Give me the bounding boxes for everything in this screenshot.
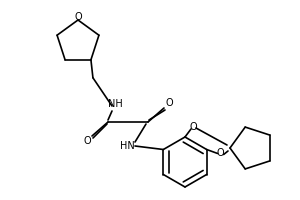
Text: HN: HN xyxy=(120,141,134,151)
Text: NH: NH xyxy=(108,99,122,109)
Text: O: O xyxy=(83,136,91,146)
Text: O: O xyxy=(165,98,173,108)
Text: O: O xyxy=(217,148,224,158)
Text: O: O xyxy=(74,12,82,22)
Text: O: O xyxy=(189,122,197,132)
